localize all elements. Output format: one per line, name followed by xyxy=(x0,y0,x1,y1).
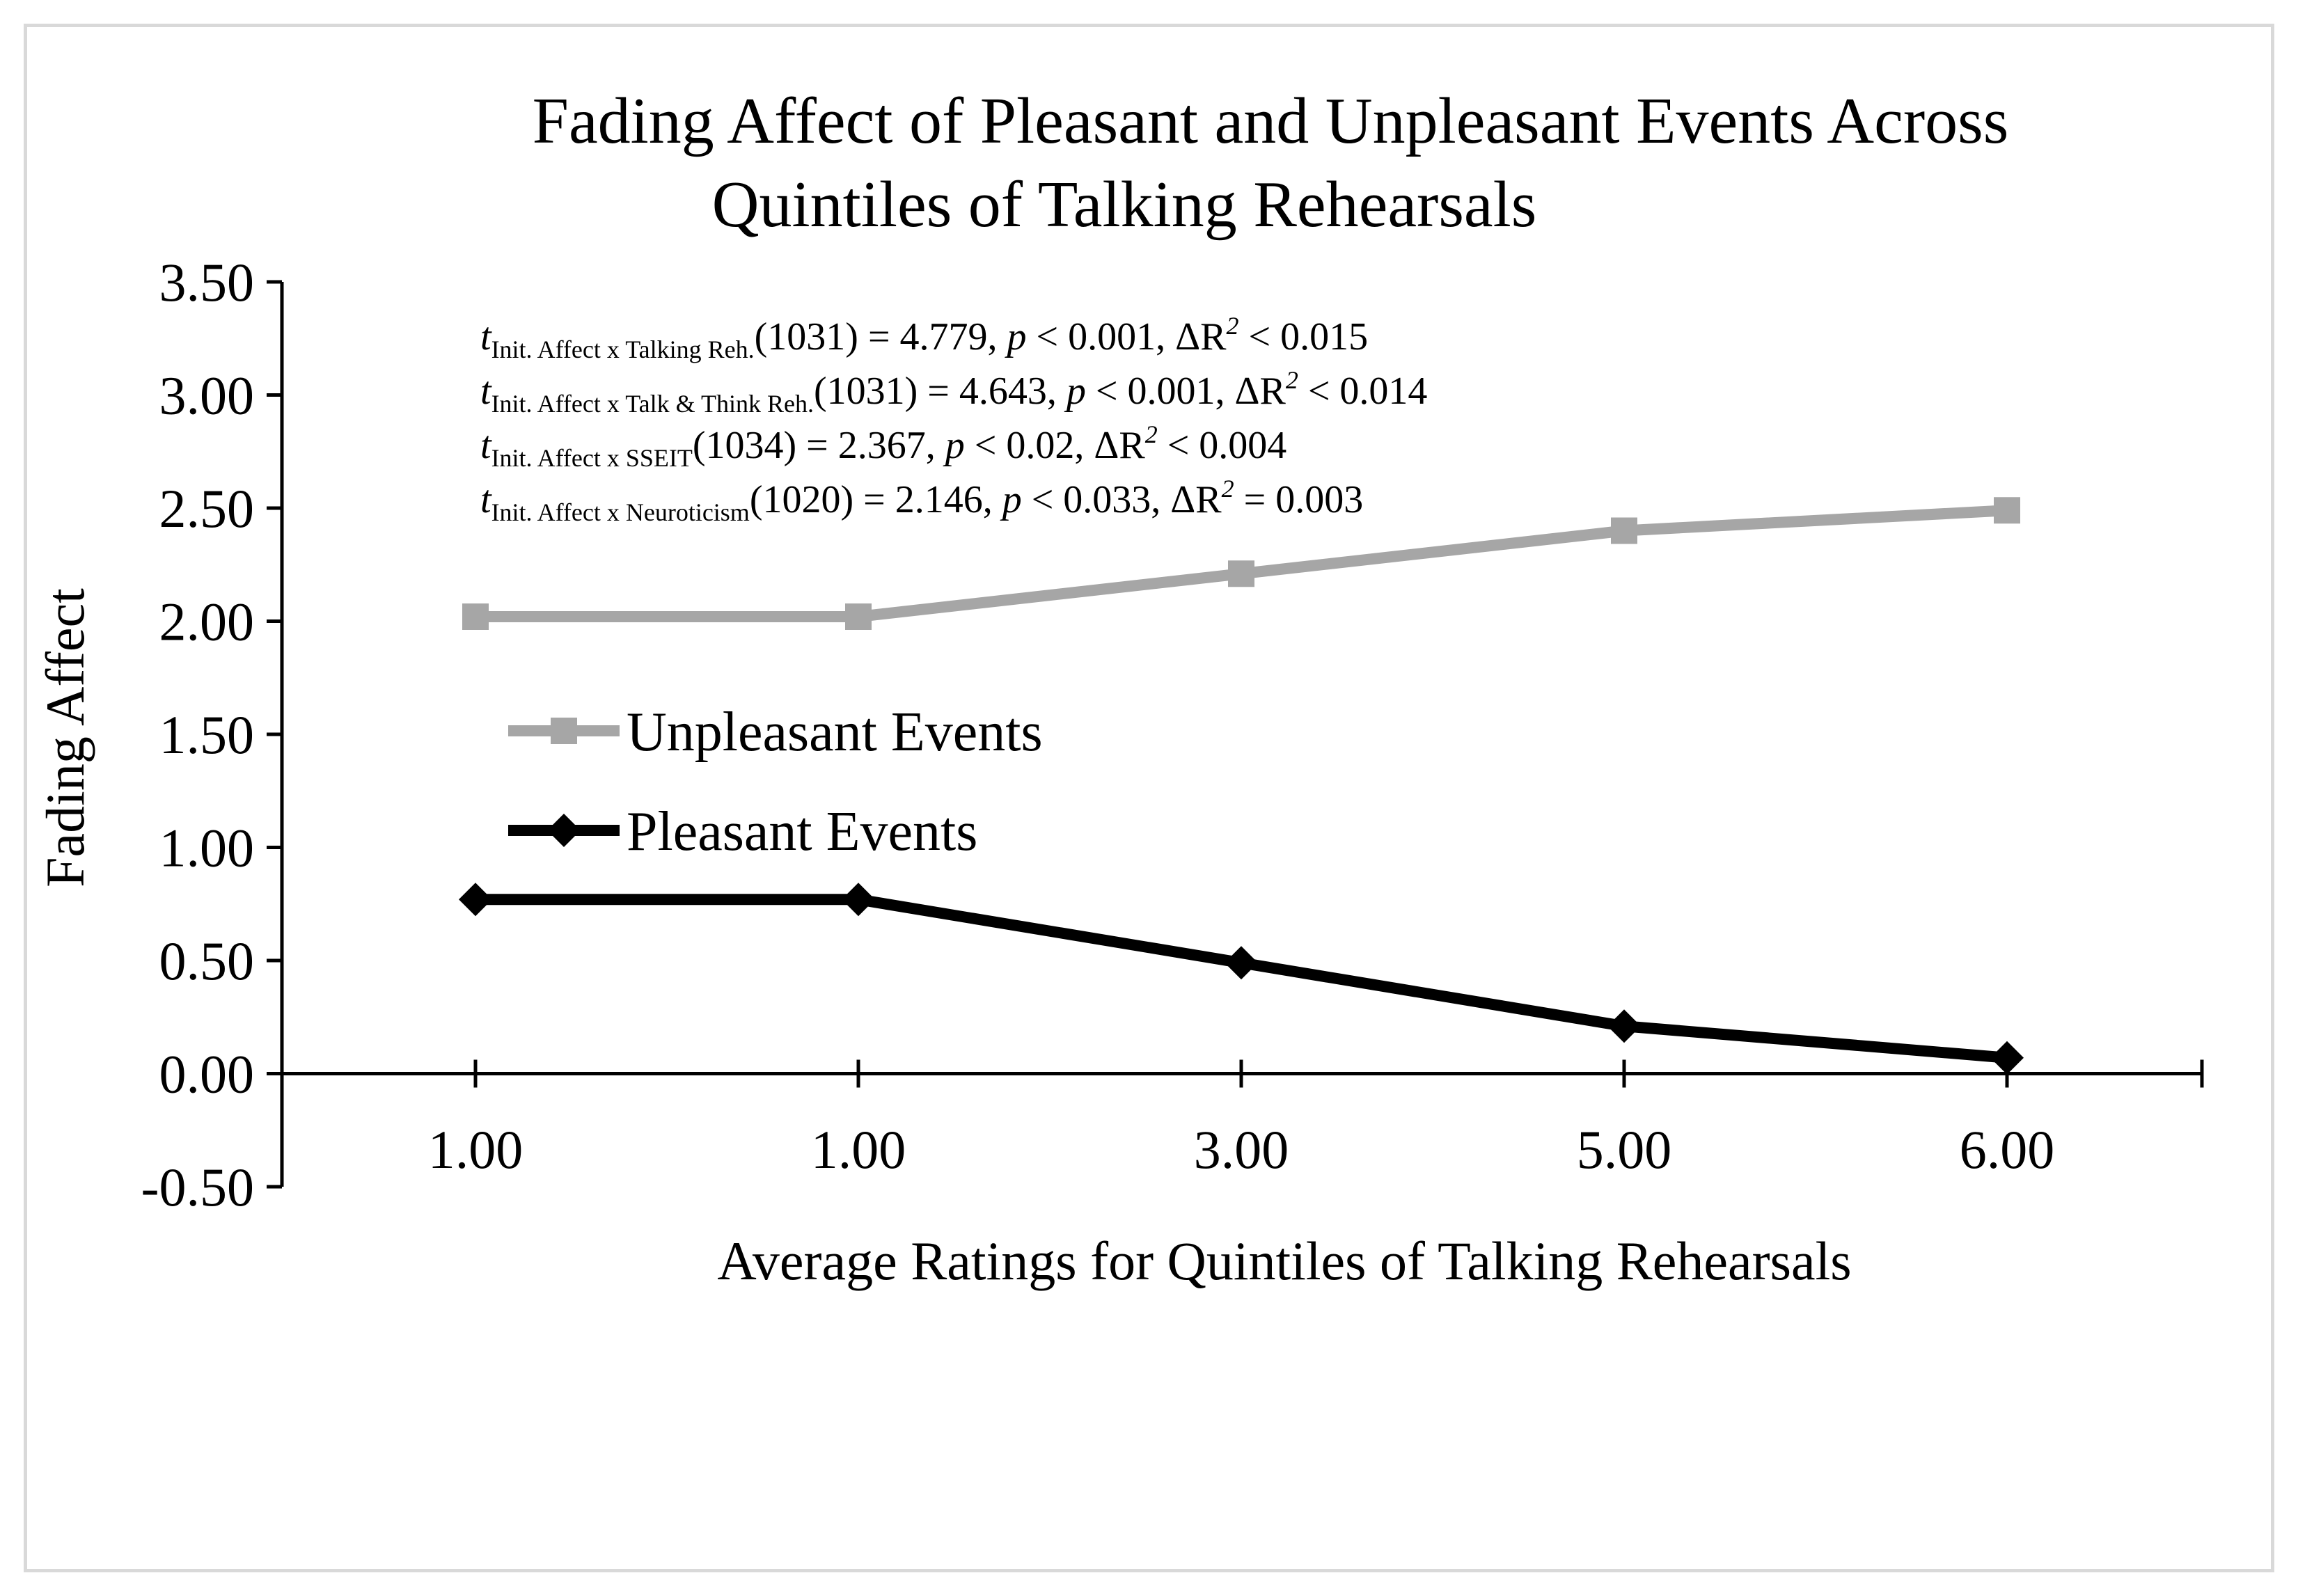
x-tick-label: 5.00 xyxy=(1577,1119,1672,1180)
y-tick-label: 0.50 xyxy=(159,931,255,991)
stat-annotation-line: tInit. Affect x SSEIT(1034) = 2.367, p <… xyxy=(480,420,1286,472)
data-point-diamond xyxy=(459,883,492,917)
data-point-square xyxy=(845,603,872,630)
data-point-square xyxy=(462,603,489,630)
y-tick-label: 2.00 xyxy=(159,592,255,652)
series-unpleasant-events xyxy=(462,497,2020,630)
statistics-annotations: tInit. Affect x Talking Reh.(1031) = 4.7… xyxy=(480,312,1427,526)
y-tick-label: 0.00 xyxy=(159,1044,255,1105)
chart-title-line-1: Fading Affect of Pleasant and Unpleasant… xyxy=(533,85,2009,157)
y-tick-label: 1.00 xyxy=(159,818,255,878)
legend-item-pleasant-events: Pleasant Events xyxy=(508,801,977,862)
x-axis-title: Average Ratings for Quintiles of Talking… xyxy=(717,1231,1851,1291)
y-tick-label: 2.50 xyxy=(159,478,255,539)
legend-item-unpleasant-events: Unpleasant Events xyxy=(508,702,1043,763)
legend: Unpleasant Events Pleasant Events xyxy=(508,702,1043,862)
x-tick-label: 3.00 xyxy=(1194,1119,1289,1180)
stat-annotation-line: tInit. Affect x Neuroticism(1020) = 2.14… xyxy=(480,475,1363,526)
y-axis-title: Fading Affect xyxy=(35,588,95,887)
legend-marker-diamond xyxy=(547,814,581,847)
legend-label: Pleasant Events xyxy=(627,801,977,862)
data-point-diamond xyxy=(1990,1041,2024,1075)
series-pleasant-events xyxy=(459,883,2024,1075)
stat-annotation-line: tInit. Affect x Talk & Think Reh.(1031) … xyxy=(480,366,1427,418)
x-tick-label: 6.00 xyxy=(1960,1119,2055,1180)
legend-marker-square xyxy=(551,718,577,744)
y-axis-ticks: 3.50 3.00 2.50 2.00 1.50 1.00 0.50 0.00 -0.50 xyxy=(141,252,282,1217)
chart-title: Fading Affect of Pleasant and Unpleasant… xyxy=(533,85,2009,241)
x-tick-label: 1.00 xyxy=(811,1119,906,1180)
data-point-diamond xyxy=(1607,1009,1641,1043)
legend-label: Unpleasant Events xyxy=(627,702,1043,763)
data-point-square xyxy=(1228,560,1254,587)
data-point-square xyxy=(1994,497,2020,524)
y-tick-label: 3.00 xyxy=(159,365,255,426)
x-axis-ticks: 1.00 1.00 3.00 5.00 6.00 xyxy=(280,1059,2204,1180)
stat-annotation-line: tInit. Affect x Talking Reh.(1031) = 4.7… xyxy=(480,312,1368,363)
y-tick-label: -0.50 xyxy=(141,1157,254,1217)
data-point-diamond xyxy=(1225,946,1258,980)
x-tick-label: 1.00 xyxy=(428,1119,524,1180)
data-point-diamond xyxy=(842,883,875,917)
chart-title-line-2: Quintiles of Talking Rehearsals xyxy=(712,168,1537,241)
chart-frame xyxy=(24,24,2274,1572)
series-layer xyxy=(459,497,2024,1075)
data-point-square xyxy=(1611,517,1637,544)
y-tick-label: 3.50 xyxy=(159,252,255,313)
y-tick-label: 1.50 xyxy=(159,704,255,765)
